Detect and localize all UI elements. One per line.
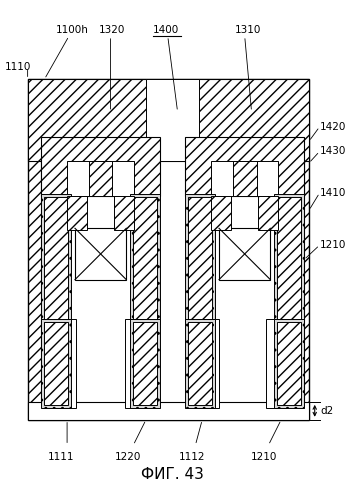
- Bar: [133, 196, 157, 321]
- Text: 1100h: 1100h: [56, 25, 89, 35]
- Text: 1430: 1430: [320, 146, 346, 156]
- Bar: [211, 161, 278, 196]
- Bar: [266, 319, 288, 408]
- Bar: [188, 322, 212, 405]
- Bar: [185, 194, 215, 324]
- Bar: [197, 319, 219, 408]
- Bar: [125, 319, 147, 408]
- Bar: [277, 322, 301, 405]
- Text: 1112: 1112: [179, 452, 206, 462]
- Bar: [41, 136, 160, 196]
- Bar: [146, 142, 199, 408]
- Text: 1111: 1111: [48, 452, 74, 462]
- Text: d2: d2: [321, 406, 334, 416]
- Bar: [185, 319, 215, 408]
- Bar: [233, 161, 257, 196]
- Bar: [28, 402, 309, 419]
- Bar: [274, 319, 304, 408]
- Bar: [114, 196, 134, 230]
- Bar: [211, 196, 231, 230]
- Text: 1220: 1220: [115, 452, 141, 462]
- Text: 1210: 1210: [320, 240, 346, 250]
- Bar: [185, 142, 304, 408]
- Bar: [41, 142, 160, 408]
- Bar: [41, 319, 71, 408]
- Text: 1110: 1110: [5, 62, 31, 72]
- Bar: [89, 161, 112, 196]
- Bar: [219, 228, 270, 280]
- Bar: [277, 196, 301, 321]
- Bar: [146, 80, 199, 161]
- Text: 1400: 1400: [153, 25, 179, 35]
- Bar: [130, 194, 160, 324]
- Bar: [44, 322, 68, 405]
- Bar: [188, 196, 212, 321]
- Bar: [274, 194, 304, 324]
- Bar: [133, 322, 157, 405]
- Bar: [67, 161, 134, 196]
- Bar: [41, 194, 71, 324]
- Text: ФИГ. 43: ФИГ. 43: [141, 468, 204, 482]
- Bar: [67, 196, 87, 230]
- Bar: [185, 136, 304, 196]
- Bar: [28, 80, 309, 161]
- Bar: [258, 196, 278, 230]
- Text: 1210: 1210: [251, 452, 278, 462]
- Bar: [75, 228, 126, 280]
- Text: 1410: 1410: [320, 188, 346, 198]
- Text: 1310: 1310: [235, 25, 261, 35]
- Text: 1420: 1420: [320, 122, 346, 132]
- Bar: [54, 319, 76, 408]
- Text: 1320: 1320: [99, 25, 125, 35]
- Bar: [44, 196, 68, 321]
- Bar: [28, 80, 309, 419]
- Bar: [130, 319, 160, 408]
